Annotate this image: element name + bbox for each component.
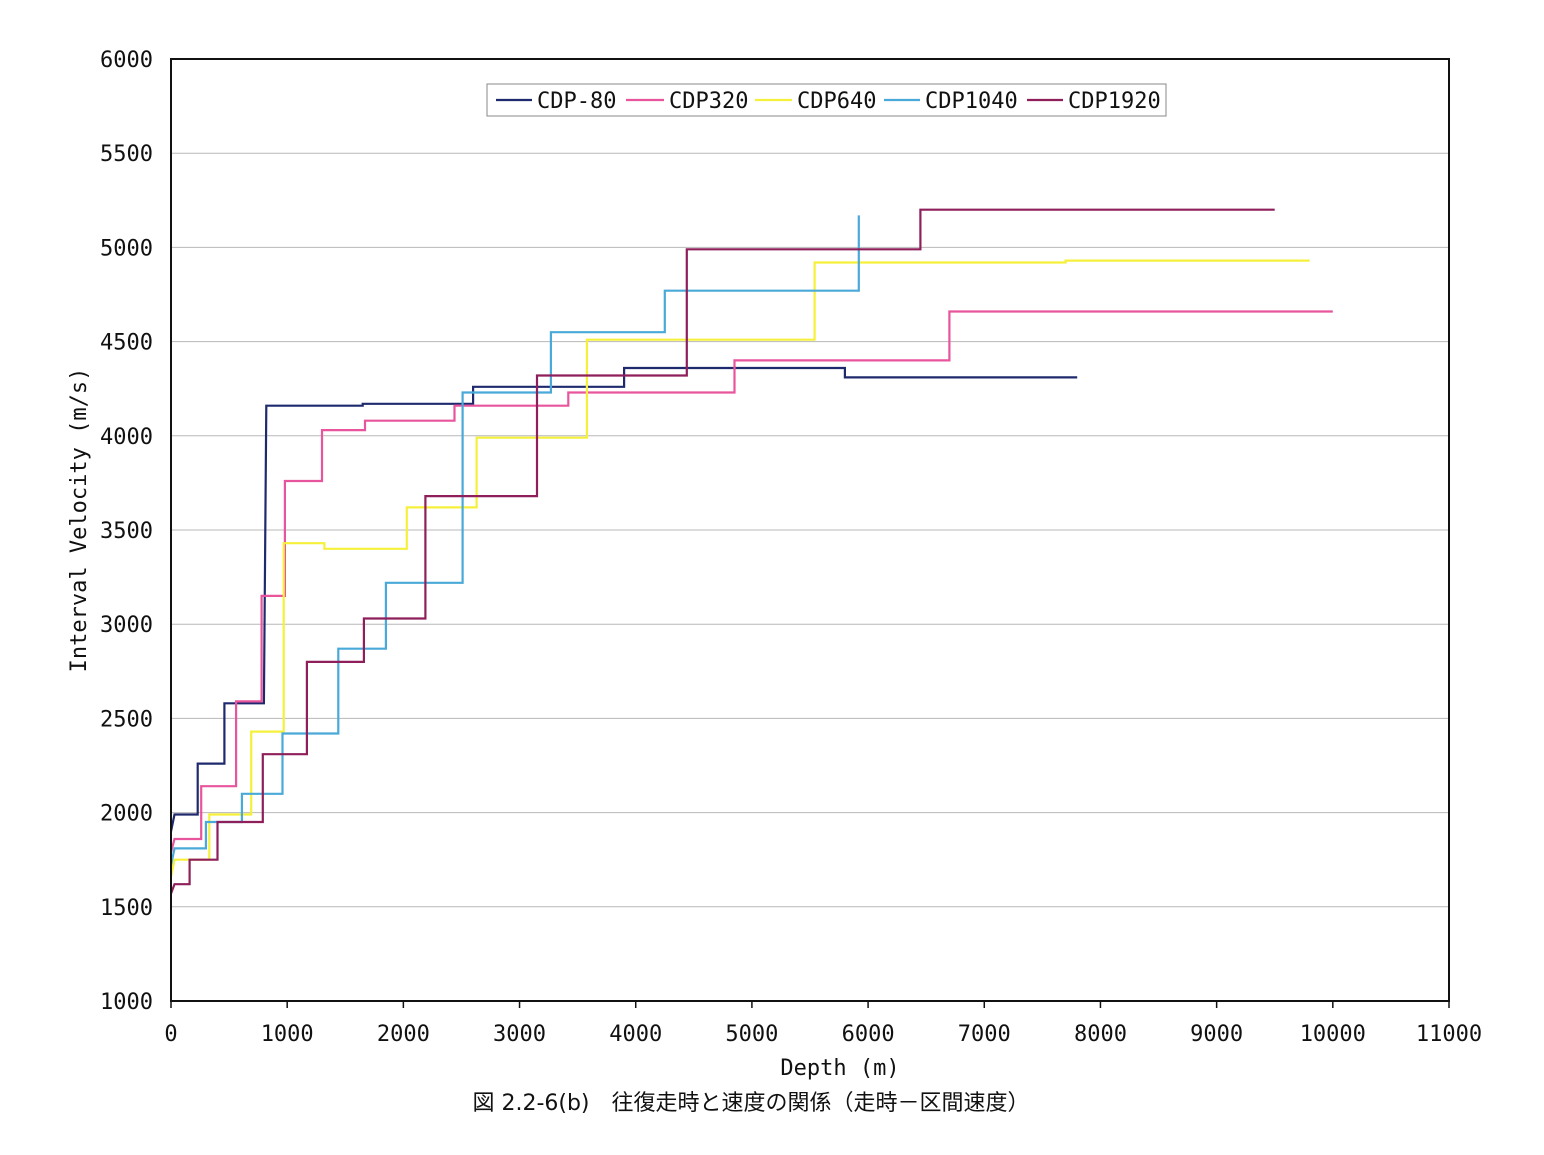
x-tick-label: 5000 — [725, 1022, 778, 1047]
y-axis-ticks: 1000 1500 2000 2500 3000 3500 4000 4500 5000 5500… — [100, 48, 153, 1015]
legend-label-4: CDP1920 — [1068, 89, 1161, 114]
y-tick-label: 4000 — [100, 425, 153, 450]
x-tick-label: 2000 — [377, 1022, 430, 1047]
x-tick-label: 9000 — [1190, 1022, 1243, 1047]
y-tick-label: 5500 — [100, 142, 153, 167]
legend-label-2: CDP640 — [797, 89, 876, 114]
x-tick-label: 0 — [164, 1022, 177, 1047]
legend-label-3: CDP1040 — [925, 89, 1018, 114]
y-tick-label: 6000 — [100, 48, 153, 73]
series-line-2 — [169, 259, 1310, 877]
x-tick-label: 4000 — [609, 1022, 662, 1047]
series-line-0 — [169, 366, 1078, 832]
legend-label-1: CDP320 — [669, 89, 748, 114]
x-tick-label: 7000 — [958, 1022, 1011, 1047]
y-axis-label: Interval Velocity (m/s) — [67, 368, 92, 673]
y-tick-label: 3500 — [100, 519, 153, 544]
series-layer — [169, 208, 1333, 894]
y-tick-label: 4500 — [100, 331, 153, 356]
x-tick-label: 1000 — [261, 1022, 314, 1047]
series-line-1 — [169, 310, 1333, 853]
y-tick-label: 3000 — [100, 613, 153, 638]
y-tick-label: 2500 — [100, 707, 153, 732]
x-axis-label: Depth (m) — [780, 1056, 899, 1081]
plot-frame — [170, 58, 1450, 1002]
legend-label-0: CDP-80 — [537, 89, 616, 114]
x-axis-ticks: 0 1000 2000 3000 4000 5000 6000 7000 8000 9000 100… — [164, 1001, 1482, 1047]
x-tick-label: 10000 — [1300, 1022, 1366, 1047]
y-tick-label: 1000 — [100, 990, 153, 1015]
x-tick-label: 11000 — [1416, 1022, 1482, 1047]
gridlines — [171, 152, 1449, 908]
x-tick-label: 6000 — [842, 1022, 895, 1047]
y-tick-label: 1500 — [100, 896, 153, 921]
x-tick-label: 8000 — [1074, 1022, 1127, 1047]
y-tick-label: 5000 — [100, 236, 153, 261]
y-tick-label: 2000 — [100, 802, 153, 827]
series-line-3 — [169, 215, 860, 866]
figure-caption: 図 2.2-6(b) 往復走時と速度の関係（走時－区間速度） — [472, 1091, 1029, 1116]
legend: CDP-80 CDP320 CDP640 CDP1040 CDP1920 — [486, 83, 1167, 117]
x-tick-label: 3000 — [493, 1022, 546, 1047]
series-line-4 — [169, 208, 1275, 894]
